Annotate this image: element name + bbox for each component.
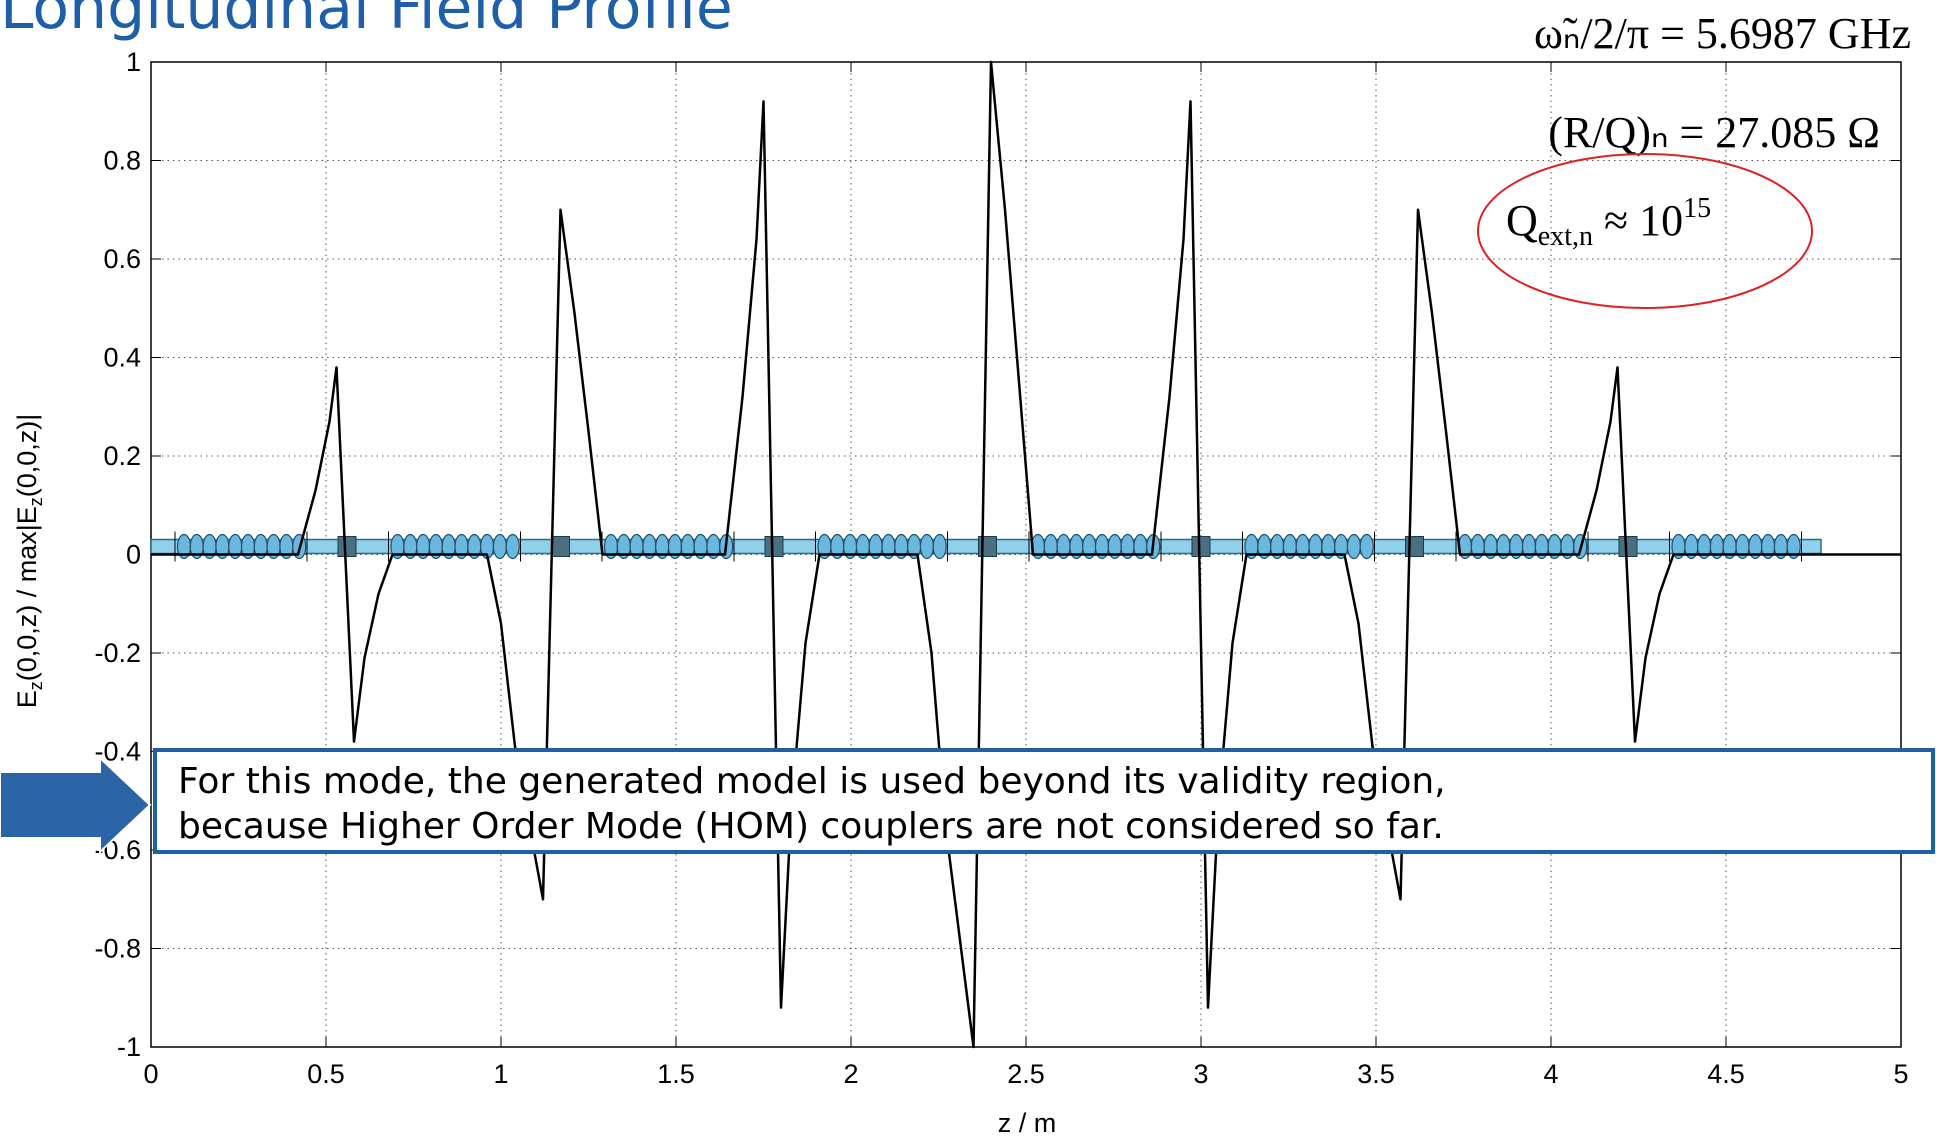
x-tick-label: 2 <box>843 1059 858 1089</box>
y-label-sub: z <box>26 681 46 690</box>
x-tick-label: 3.5 <box>1357 1059 1395 1089</box>
qext-annotation: Qext,n ≈ 1015 <box>1506 193 1711 252</box>
x-tick-label: 3 <box>1193 1059 1208 1089</box>
field-profile-line <box>151 60 1901 1049</box>
frequency-annotation: ω̃ₙ/2/π = 5.6987 GHz <box>1534 9 1911 58</box>
y-tick-label: 1 <box>126 47 141 77</box>
slide-title: Longitudinal Field Profile <box>0 0 733 43</box>
coupler-block <box>1191 536 1211 557</box>
qext-rel: ≈ 10 <box>1593 196 1683 245</box>
x-tick-label: 0.5 <box>307 1059 345 1089</box>
y-axis-label: Ez(0,0,z) / max|Ez(0,0,z)| <box>12 414 46 709</box>
cavity-cell <box>919 533 935 560</box>
y-tick-label: -1 <box>117 1032 141 1062</box>
x-tick-label: 0 <box>143 1059 158 1089</box>
qext-sub: ext,n <box>1538 221 1593 252</box>
plot-area: 0 0.5 1 1.5 2 2.5 3 3.5 4 4.5 5-1-0.8-0.6-0.4-0.20… <box>94 47 1908 1089</box>
coupler-block <box>551 536 570 557</box>
coupler-block <box>764 536 784 557</box>
y-label-part: (0,0,z)| <box>12 414 42 498</box>
qext-base: Q <box>1506 196 1538 245</box>
y-tick-label: 0.2 <box>103 441 141 471</box>
cavity-cell <box>1346 533 1362 560</box>
y-tick-label: 0.4 <box>103 343 141 373</box>
callout-text: because Higher Order Mode (HOM) couplers… <box>178 806 1444 847</box>
callout-box <box>153 748 1935 854</box>
y-tick-label: -0.2 <box>94 638 141 668</box>
cavity-cell <box>932 533 947 560</box>
x-tick-label: 4 <box>1543 1059 1558 1089</box>
cavity-cell <box>1786 533 1801 560</box>
y-tick-label: -0.8 <box>94 934 141 964</box>
qext-sup: 15 <box>1683 193 1711 224</box>
cavity-cell <box>505 533 520 560</box>
y-tick-label: 0.6 <box>103 244 141 274</box>
x-tick-label: 1 <box>493 1059 508 1089</box>
x-tick-label: 5 <box>1893 1059 1908 1089</box>
highlight-ellipse <box>1477 153 1813 309</box>
y-label-part: E <box>12 690 42 708</box>
coupler-block <box>337 536 357 557</box>
coupler-block <box>1618 536 1638 557</box>
x-tick-label: 2.5 <box>1007 1059 1045 1089</box>
rq-annotation: (R/Q)ₙ = 27.085 Ω <box>1548 108 1880 157</box>
callout-arrow <box>0 755 152 855</box>
x-tick-label: 1.5 <box>657 1059 695 1089</box>
cavity-cell <box>1359 533 1374 560</box>
y-tick-label: 0.8 <box>103 146 141 176</box>
y-tick-label: 0 <box>126 540 141 570</box>
callout-text: For this mode, the generated model is us… <box>178 761 1446 802</box>
x-axis-label: z / m <box>998 1108 1057 1138</box>
x-tick-label: 4.5 <box>1707 1059 1745 1089</box>
y-label-sub: z <box>26 497 46 506</box>
cavity-cell <box>492 533 507 560</box>
callout: For this mode, the generated model is us… <box>0 748 1935 855</box>
y-label-part: (0,0,z) / max|E <box>12 506 42 681</box>
